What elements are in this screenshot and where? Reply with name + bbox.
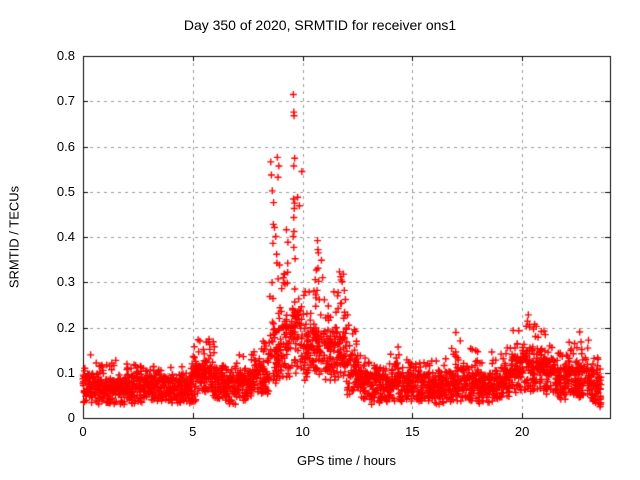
- x-tick-label: 0: [79, 424, 87, 439]
- y-tick-label: 0.1: [56, 364, 75, 380]
- y-tick-label: 0.8: [56, 48, 75, 63]
- y-tick-label: 0.2: [56, 319, 75, 335]
- x-tick-label: 5: [189, 424, 197, 439]
- y-tick-label: 0: [67, 410, 75, 425]
- y-tick-label: 0.6: [56, 138, 75, 154]
- y-tick-label: 0.5: [56, 183, 75, 199]
- x-tick-label: 20: [514, 424, 530, 439]
- y-tick-label: 0.3: [56, 274, 75, 290]
- x-tick-label: 10: [295, 424, 310, 439]
- x-tick-label: 15: [405, 424, 420, 439]
- y-tick-label: 0.7: [56, 93, 75, 109]
- y-tick-label: 0.4: [56, 229, 75, 244]
- chart-title: Day 350 of 2020, SRMTID for receiver ons…: [183, 17, 457, 33]
- x-axis-label: GPS time / hours: [297, 453, 396, 468]
